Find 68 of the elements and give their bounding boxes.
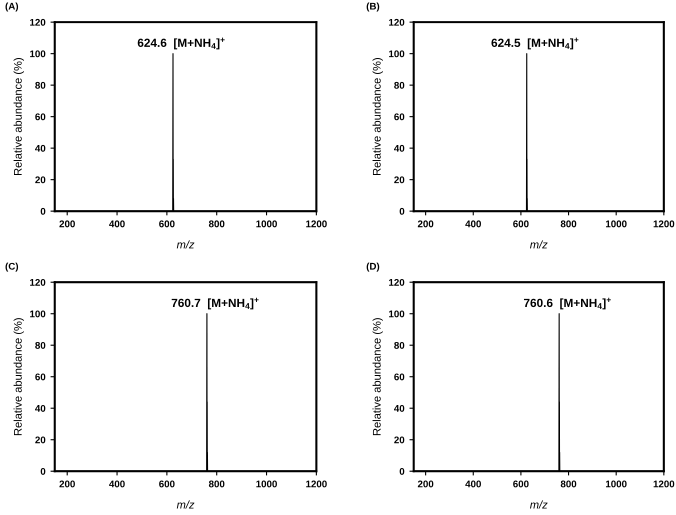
x-axis-title: m/z (530, 240, 548, 249)
y-tick-label: 120 (30, 278, 46, 286)
annotation: 624.6 [M+NH$_{4}$]$^{+}$ (138, 38, 225, 50)
x-tick-label: 800 (560, 220, 576, 228)
y-tick-label: 60 (394, 113, 404, 120)
y-tick-label: 40 (35, 144, 46, 152)
x-axis-title: m/z (176, 240, 194, 249)
x-axis-title: m/z (530, 500, 548, 509)
x-tick-label: 1000 (606, 480, 627, 488)
y-tick-label: 0 (400, 468, 404, 475)
y-tick-label: 80 (394, 82, 404, 89)
x-tick-label: 800 (208, 220, 224, 228)
y-axis-title: Relative abundance (%) (372, 318, 383, 436)
x-tick-label: 600 (159, 480, 175, 488)
x-tick-label: 1000 (256, 220, 277, 228)
y-tick-label: 0 (40, 208, 46, 215)
y-tick-label: 40 (35, 404, 46, 412)
x-tick-label: 1200 (306, 220, 327, 228)
y-tick-label: 80 (35, 342, 46, 349)
y-tick-label: 20 (35, 436, 46, 444)
y-tick-label: 80 (394, 342, 404, 349)
x-tick-label: 1200 (306, 480, 327, 488)
x-tick-label: 1200 (654, 480, 674, 488)
y-tick-label: 0 (400, 208, 404, 215)
chart-title: (D) (366, 262, 380, 272)
y-tick-label: 100 (30, 310, 46, 318)
y-tick-label: 40 (394, 144, 404, 152)
x-tick-label: 400 (109, 220, 125, 228)
chart-title: (A) (6, 2, 18, 12)
chart-title: (B) (366, 2, 380, 12)
x-tick-label: 1000 (256, 480, 277, 488)
x-tick-label: 1200 (654, 220, 674, 228)
y-tick-label: 20 (394, 176, 404, 184)
y-tick-label: 20 (35, 176, 46, 184)
y-axis-title: Relative abundance (%) (14, 318, 24, 436)
x-tick-label: 600 (513, 480, 529, 488)
y-tick-label: 120 (389, 278, 404, 286)
x-axis-title: m/z (176, 500, 194, 509)
y-tick-label: 80 (35, 82, 46, 89)
x-tick-label: 400 (465, 220, 481, 228)
y-axis-title: Relative abundance (%) (14, 58, 24, 176)
y-tick-label: 40 (394, 404, 404, 412)
x-tick-label: 800 (560, 480, 576, 488)
y-tick-label: 0 (40, 468, 46, 475)
x-tick-label: 200 (418, 480, 434, 488)
chart-title: (C) (6, 262, 18, 272)
x-tick-label: 600 (513, 220, 529, 228)
x-tick-label: 400 (465, 480, 481, 488)
y-tick-label: 120 (389, 18, 404, 26)
y-tick-label: 100 (389, 310, 404, 318)
annotation: 760.7 [M+NH$_{4}$]$^{+}$ (172, 298, 259, 310)
annotation: 760.6 [M+NH$_{4}$]$^{+}$ (524, 298, 611, 310)
y-tick-label: 20 (394, 436, 404, 444)
y-tick-label: 60 (35, 113, 46, 120)
x-tick-label: 200 (59, 480, 75, 488)
annotation: 624.5 [M+NH$_{4}$]$^{+}$ (491, 38, 578, 50)
y-axis-title: Relative abundance (%) (372, 58, 383, 176)
x-tick-label: 600 (159, 220, 175, 228)
x-tick-label: 1000 (606, 220, 627, 228)
y-tick-label: 120 (30, 18, 46, 26)
y-tick-label: 100 (389, 50, 404, 58)
y-tick-label: 60 (394, 373, 404, 380)
y-tick-label: 100 (30, 50, 46, 58)
x-tick-label: 800 (208, 480, 224, 488)
x-tick-label: 200 (418, 220, 434, 228)
y-tick-label: 60 (35, 373, 46, 380)
x-tick-label: 400 (109, 480, 125, 488)
x-tick-label: 200 (59, 220, 75, 228)
